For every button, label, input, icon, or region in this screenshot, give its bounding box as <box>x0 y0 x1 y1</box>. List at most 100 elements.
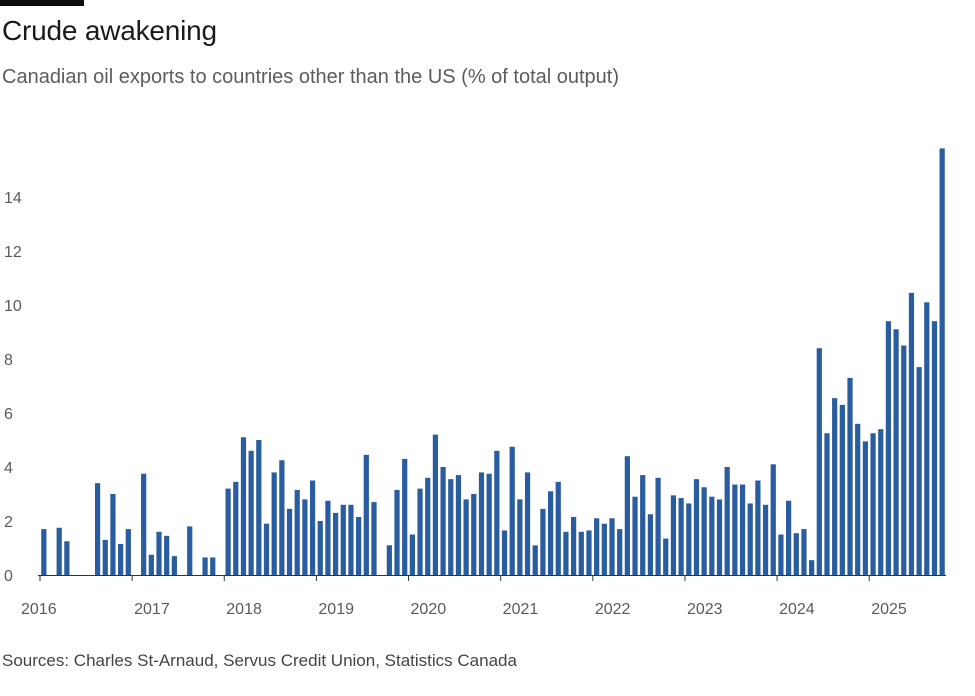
bar <box>102 539 108 575</box>
bar <box>432 434 439 575</box>
bar <box>332 512 339 575</box>
bar <box>94 483 101 575</box>
bar <box>855 423 861 575</box>
bar <box>233 481 239 575</box>
bar <box>739 484 746 575</box>
bar <box>870 433 876 575</box>
bar <box>908 292 915 575</box>
y-tick-label: 6 <box>4 406 13 423</box>
bar <box>210 557 216 575</box>
bar <box>801 529 807 575</box>
bar <box>885 321 892 575</box>
x-tick-label: 2021 <box>503 601 539 618</box>
bar <box>594 518 600 575</box>
bar <box>924 302 930 575</box>
bar <box>501 530 508 575</box>
bar <box>56 527 62 575</box>
bar <box>463 499 469 575</box>
bar <box>448 479 454 575</box>
bar <box>532 545 538 575</box>
bar <box>693 479 700 575</box>
bar-series <box>41 148 945 575</box>
bar <box>709 496 715 575</box>
bar <box>141 473 147 575</box>
bar <box>785 500 792 575</box>
bar <box>248 450 254 575</box>
x-tick-label: 2019 <box>318 601 354 618</box>
x-tick-label: 2022 <box>595 601 631 618</box>
bar <box>340 504 346 575</box>
bar <box>632 496 638 575</box>
bar <box>271 472 277 575</box>
bar <box>793 533 799 575</box>
bar <box>824 433 830 575</box>
bar <box>118 543 124 575</box>
y-axis-ticks: 0 2 4 6 8 10 12 14 <box>4 190 22 585</box>
bar <box>363 454 369 575</box>
bar <box>478 472 485 575</box>
x-tick-label: 2024 <box>779 601 815 618</box>
bar <box>455 475 462 575</box>
bar <box>440 467 446 575</box>
bar <box>263 523 270 575</box>
bar <box>356 516 362 575</box>
x-tick-label: 2023 <box>687 601 723 618</box>
bar <box>762 504 769 575</box>
bar <box>724 467 730 575</box>
bar <box>279 460 285 575</box>
bar <box>425 477 431 575</box>
y-tick-label: 2 <box>4 514 13 531</box>
bar <box>770 464 776 575</box>
bar <box>256 440 262 575</box>
bar <box>578 531 584 575</box>
bar <box>386 545 392 575</box>
bar <box>647 514 654 575</box>
bar <box>655 477 661 575</box>
bar <box>586 530 592 575</box>
bar <box>809 560 815 575</box>
x-axis-ticks: 2016 2017 2018 2019 2020 2021 2022 2023 2024 2025 <box>21 575 907 618</box>
bar <box>847 377 853 575</box>
bar <box>678 498 684 575</box>
bar <box>732 484 738 575</box>
bar <box>893 329 899 575</box>
bar <box>302 499 308 575</box>
y-tick-label: 14 <box>4 190 22 207</box>
y-tick-label: 12 <box>4 244 22 261</box>
bar <box>64 541 70 575</box>
bar <box>609 518 615 575</box>
bar <box>110 494 116 575</box>
bar <box>394 489 400 575</box>
bar <box>939 148 945 575</box>
bar <box>617 529 623 575</box>
bar <box>624 456 630 575</box>
chart-title: Crude awakening <box>2 15 217 46</box>
bar <box>747 503 753 575</box>
bar <box>125 529 131 575</box>
bar <box>148 554 154 575</box>
bar <box>916 367 922 575</box>
bar <box>409 534 415 575</box>
chart-subtitle: Canadian oil exports to countries other … <box>2 66 620 88</box>
bar <box>202 557 208 575</box>
bar <box>486 473 492 575</box>
bar <box>571 516 577 575</box>
bar <box>832 398 838 575</box>
bar <box>156 531 162 575</box>
bar <box>348 504 354 575</box>
bar <box>601 523 607 575</box>
bar <box>563 531 569 575</box>
y-tick-label: 0 <box>4 568 13 585</box>
bar <box>816 348 822 575</box>
bar <box>494 450 500 575</box>
bar <box>901 345 907 575</box>
x-tick-label: 2025 <box>871 601 907 618</box>
bar <box>171 556 177 575</box>
bar <box>878 429 884 575</box>
bar <box>716 499 723 575</box>
bar <box>640 475 646 575</box>
bar <box>931 321 938 575</box>
bar <box>371 502 377 575</box>
bar <box>663 538 669 575</box>
bar <box>524 472 531 575</box>
